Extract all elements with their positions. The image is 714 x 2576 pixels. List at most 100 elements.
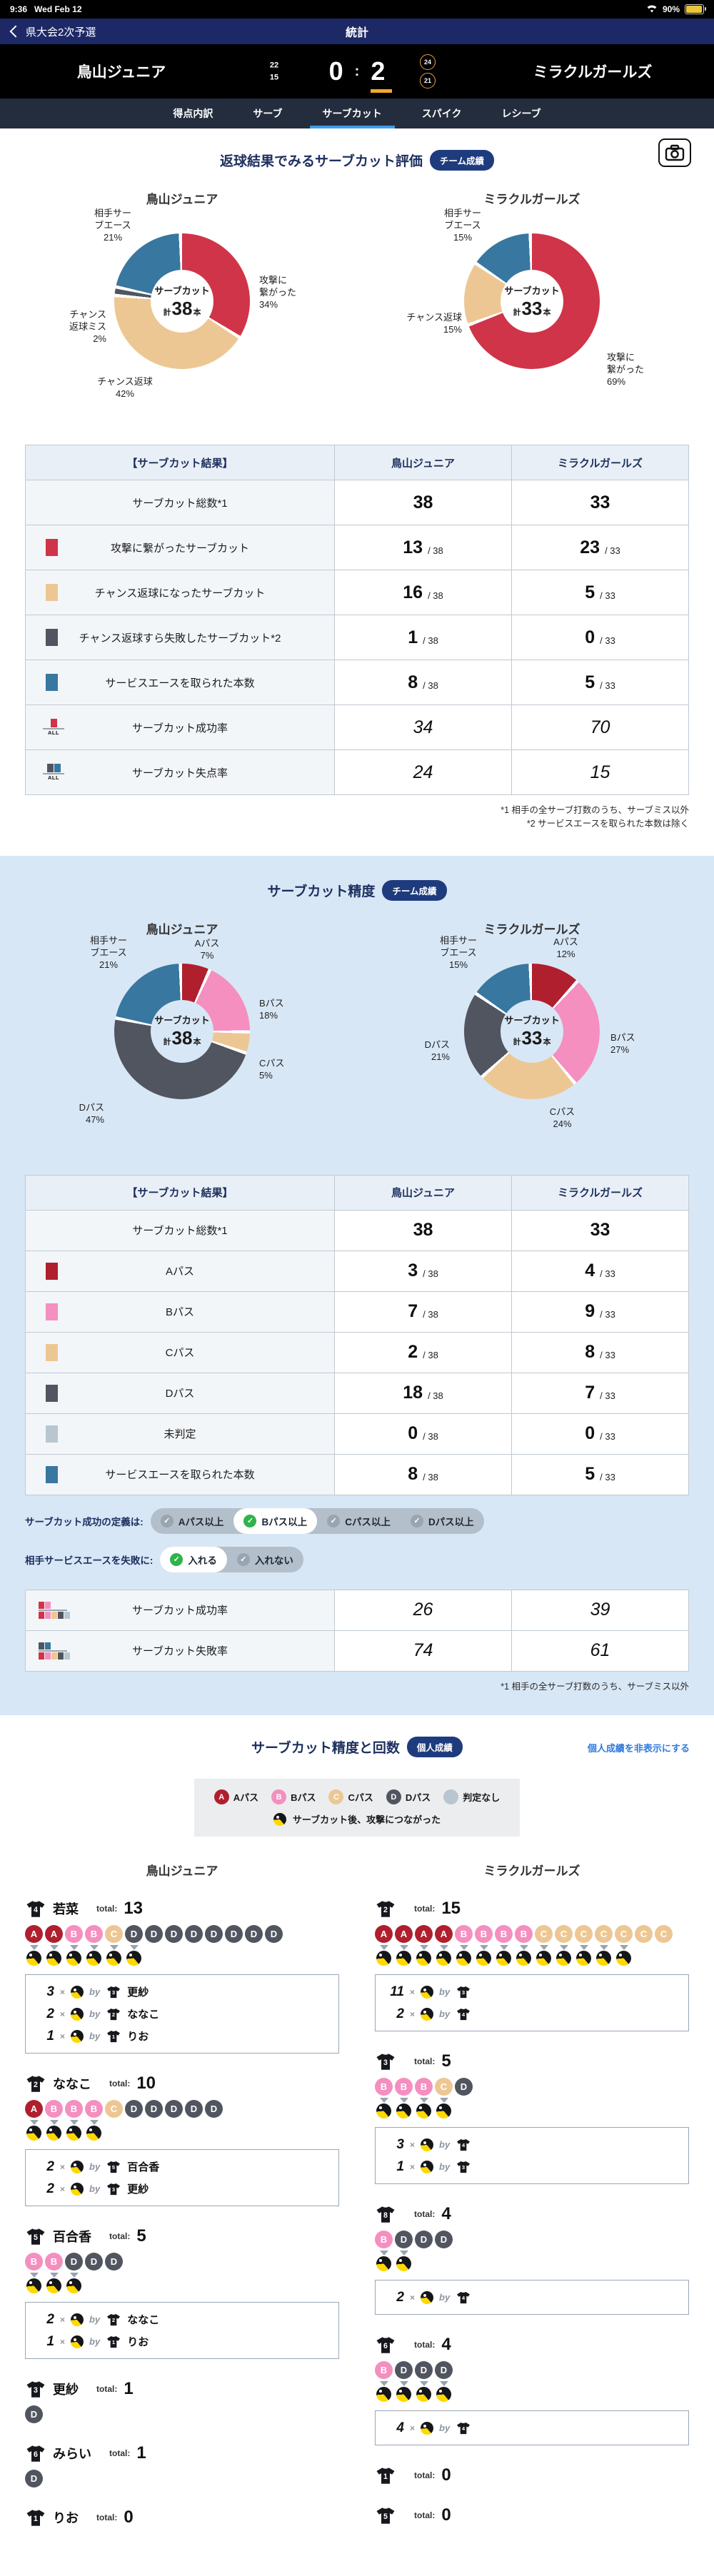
by-label: by (439, 2139, 451, 2151)
navigation-bar: 県大会2次予選 統計 (0, 19, 714, 44)
attack-count: 1 (396, 2158, 404, 2174)
pass-circle: C (655, 1925, 673, 1944)
jersey-icon: 1 (375, 2467, 396, 2485)
attack-by-line: 2 × by 2 ななこ (37, 2003, 327, 2025)
toggle-option-label: Dパス以上 (428, 1516, 474, 1527)
legend-item: A Aパス (213, 1789, 259, 1805)
toggle-option[interactable]: ✓ 入れる (160, 1546, 227, 1572)
player-header: 3 更紗 total: 1 (25, 2379, 339, 2399)
pie-segment-label: 攻撃に 繋がった 34% (259, 275, 297, 310)
player-name: 更紗 (53, 2383, 79, 2398)
total-count: 0 (124, 2507, 134, 2527)
back-button[interactable]: 県大会2次予選 (9, 24, 96, 39)
arrow-down-icon (29, 2273, 39, 2278)
total-count: 10 (136, 2074, 156, 2093)
team-column: ミラクルガールズ 2 total: 15 A A A A B B B B C C C C C C C 11 × by 3 2 ×… (375, 1861, 689, 2547)
attack-connected-cell (45, 2120, 63, 2141)
attack-connected-cell (555, 1945, 573, 1966)
pie-segment-label: Aパス 12% (553, 936, 578, 959)
legend-item: D Dパス (386, 1789, 431, 1805)
player-header: 4 若菜 total: 13 (25, 1899, 339, 1919)
toggle-row: サーブカット成功の定義は: ✓ Aパス以上 ✓ Bパス以上 ✓ Cパス以上 ✓ Dパス以上 (25, 1507, 714, 1534)
icon-bottom-squares (39, 1652, 70, 1660)
volleyball-icon (46, 2278, 61, 2294)
toggle-option[interactable]: ✓ Dパス以上 (401, 1508, 484, 1534)
pass-circles-row: D (25, 2405, 339, 2424)
stat-value-cell: 24 (334, 750, 511, 794)
set1-away-points: 24 (420, 54, 436, 70)
arrow-down-icon (419, 2098, 428, 2103)
back-label: 県大会2次予選 (26, 26, 96, 39)
volleyball-icon (396, 2103, 411, 2119)
pass-circle: C (555, 1925, 573, 1944)
stat-value-cell: 3 / 38 (334, 1251, 511, 1291)
tab-spike[interactable]: スパイク (421, 108, 462, 119)
pass-circle: D (25, 2405, 43, 2424)
pass-circle: D (85, 2253, 103, 2271)
stat-value-cell: 1 / 38 (334, 615, 511, 660)
legend-label: Aパス (233, 1792, 259, 1804)
attack-connected-cell (375, 1945, 393, 1966)
tab-serve-receive[interactable]: サーブカット (309, 99, 395, 128)
hide-individual-stats-link[interactable]: 個人成績を非表示にする (587, 1743, 690, 1754)
team-column-title: ミラクルガールズ (483, 1864, 580, 1879)
toggle-option[interactable]: ✓ Cパス以上 (317, 1508, 401, 1534)
stat-number: 38 (413, 1220, 433, 1241)
volleyball-icon (456, 1951, 471, 1966)
screenshot-camera-button[interactable] (658, 138, 691, 167)
pass-circle: D (415, 2231, 433, 2249)
player-block: 6 total: 4 B D D D 4 × by 4 (375, 2335, 689, 2446)
table-row: 攻撃に繋がったサーブカット 13 / 38 23 / 33 (26, 525, 688, 570)
volleyball-icon (576, 1951, 591, 1966)
pass-circle: A (415, 1925, 433, 1944)
tab-points-breakdown[interactable]: 得点内訳 (173, 108, 213, 119)
arrow-down-icon (399, 2098, 408, 2103)
toggle-option[interactable]: ✓ 入れない (227, 1547, 303, 1572)
stat-number: 23 (580, 537, 600, 557)
toggle-option[interactable]: ✓ Aパス以上 (151, 1508, 234, 1534)
arrow-down-icon (599, 1945, 608, 1951)
volleyball-icon (26, 1951, 41, 1966)
arrow-down-icon (69, 1945, 79, 1951)
legend-label: 判定なし (463, 1792, 501, 1804)
donut-ring: サーブカット計 38 本 (114, 233, 250, 369)
legend-label: Dパス (405, 1792, 431, 1804)
times-sign: × (410, 2423, 416, 2433)
team-stats-badge: チーム成績 (429, 150, 494, 171)
row-label-cell: サービスエースを取られた本数 (26, 660, 334, 704)
icon-square (58, 1652, 64, 1660)
row-label-cell: Dパス (26, 1373, 334, 1413)
total-prefix: 計 (163, 308, 171, 317)
attack-connected-cell (655, 1945, 673, 1966)
pass-circle: D (145, 2100, 163, 2118)
total-label: total: (96, 1904, 118, 1914)
tab-serve[interactable]: サーブ (253, 108, 283, 119)
legend-swatch (46, 629, 58, 646)
stat-value-cell: 33 (511, 1210, 688, 1251)
table-row: Aパス 3 / 38 4 / 33 (26, 1250, 688, 1291)
volleyball-icon (496, 1951, 511, 1966)
stat-number: 7 (585, 1383, 595, 1403)
check-icon: ✓ (236, 1552, 250, 1566)
attack-count: 4 (396, 2420, 404, 2435)
jersey-icon: 2 (106, 2313, 121, 2326)
row-label-cell: サービスエースを取られた本数 (26, 1454, 334, 1495)
row-label: サーブカット成功率 (131, 1605, 228, 1617)
attack-connected-cell (375, 2251, 393, 2272)
pass-circle: D (125, 2100, 143, 2118)
row-label-cell: Aパス (26, 1251, 334, 1291)
jersey-icon: 5 (106, 2161, 121, 2173)
attack-by-box: 2 × by 4 (375, 2280, 689, 2315)
table-row: チャンス返球すら失敗したサーブカット*2 1 / 38 0 / 33 (26, 615, 688, 660)
attack-connected-cell (435, 2251, 453, 2271)
attack-by-line: 2 × by 5 百合香 (37, 2156, 327, 2178)
stats-tab-bar: 得点内訳 サーブ サーブカット スパイク レシーブ (0, 99, 714, 128)
arrow-down-icon (399, 2251, 408, 2256)
toggle-option[interactable]: ✓ Bパス以上 (233, 1507, 318, 1534)
tab-receive[interactable]: レシーブ (501, 108, 541, 119)
arrow-down-icon (439, 2381, 448, 2387)
pass-circle: D (205, 2100, 223, 2118)
icon-square (50, 719, 57, 727)
